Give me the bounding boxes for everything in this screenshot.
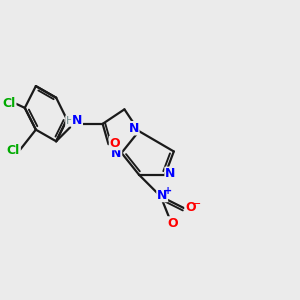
Text: Cl: Cl bbox=[7, 143, 20, 157]
Text: O: O bbox=[185, 201, 196, 214]
Text: Cl: Cl bbox=[2, 97, 16, 110]
Text: −: − bbox=[191, 199, 201, 209]
Text: O: O bbox=[110, 136, 120, 149]
Text: N: N bbox=[72, 115, 82, 128]
Text: H: H bbox=[66, 116, 74, 126]
Text: N: N bbox=[111, 147, 122, 160]
Text: N: N bbox=[165, 167, 175, 180]
Text: N: N bbox=[128, 122, 139, 135]
Text: N: N bbox=[157, 188, 167, 202]
Text: O: O bbox=[167, 217, 178, 230]
Text: +: + bbox=[164, 186, 172, 196]
